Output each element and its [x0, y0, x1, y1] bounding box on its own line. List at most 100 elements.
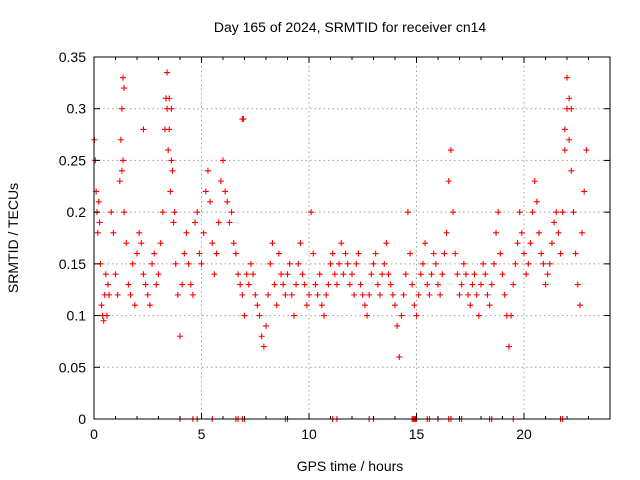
data-point [151, 250, 158, 257]
data-point [383, 240, 390, 247]
data-point [523, 271, 530, 278]
data-point [209, 240, 216, 247]
data-point [167, 188, 174, 195]
data-point [239, 291, 246, 298]
data-point [166, 126, 173, 133]
data-point [250, 271, 257, 278]
data-point [142, 281, 149, 288]
data-point [327, 260, 334, 267]
data-point [144, 291, 151, 298]
data-point [581, 188, 588, 195]
data-point [280, 281, 287, 288]
data-point [368, 271, 375, 278]
data-point [194, 209, 201, 216]
data-point [103, 312, 110, 319]
data-point [424, 281, 431, 288]
data-point [484, 291, 491, 298]
data-point [400, 291, 407, 298]
data-point [192, 219, 199, 226]
data-point [409, 281, 416, 288]
data-point [179, 281, 186, 288]
data-point [471, 271, 478, 278]
data-point [568, 167, 575, 174]
data-point [275, 250, 282, 257]
data-point [245, 281, 252, 288]
data-point [131, 302, 138, 309]
data-point [217, 178, 224, 185]
data-point [467, 302, 474, 309]
data-point [570, 209, 577, 216]
data-point [525, 260, 532, 267]
data-point [564, 74, 570, 81]
data-point [531, 178, 538, 185]
data-point [183, 229, 190, 236]
data-point [516, 209, 523, 216]
data-point [441, 250, 448, 257]
data-point [293, 281, 300, 288]
data-point [439, 271, 446, 278]
data-point [168, 105, 175, 112]
data-point [374, 281, 381, 288]
y-tick-label: 0.05 [59, 359, 86, 375]
data-point [228, 209, 235, 216]
data-point [478, 281, 484, 288]
data-point [344, 260, 351, 267]
data-point [447, 147, 454, 154]
data-point [290, 312, 297, 319]
data-point [166, 95, 173, 102]
data-point [548, 240, 555, 247]
data-point [542, 281, 549, 288]
data-point [213, 250, 220, 257]
data-point [168, 157, 175, 164]
data-point [404, 209, 411, 216]
data-point [370, 260, 377, 267]
data-point [172, 260, 179, 267]
data-point [95, 198, 102, 205]
data-point [398, 312, 405, 319]
data-point [389, 291, 396, 298]
data-point [462, 271, 469, 278]
data-point [308, 209, 315, 216]
data-point [288, 291, 295, 298]
data-point [559, 209, 566, 216]
data-point [415, 291, 422, 298]
data-point [314, 291, 321, 298]
data-point [123, 240, 130, 247]
x-tick-label: 5 [198, 426, 206, 442]
data-point [170, 219, 177, 226]
data-point [488, 281, 495, 288]
data-point [230, 240, 237, 247]
data-point [379, 271, 386, 278]
data-point [120, 74, 127, 81]
data-point [267, 260, 274, 267]
data-point [187, 281, 194, 288]
data-point [402, 271, 409, 278]
data-point [129, 260, 136, 267]
data-point [553, 209, 560, 216]
data-point [114, 291, 121, 298]
data-point [189, 291, 196, 298]
gridlines [94, 57, 610, 419]
data-point [387, 281, 394, 288]
data-point [157, 240, 164, 247]
data-point [480, 260, 487, 267]
data-point [351, 291, 358, 298]
data-point [422, 240, 429, 247]
y-tick-label: 0.3 [67, 101, 87, 117]
data-point [121, 85, 128, 92]
data-point [110, 229, 117, 236]
data-point [177, 333, 183, 340]
data-point [574, 281, 581, 288]
x-axis-label: GPS time / hours [297, 458, 404, 474]
data-point [536, 229, 543, 236]
data-point [514, 240, 521, 247]
data-point [566, 95, 573, 102]
data-point [237, 281, 244, 288]
data-point [171, 209, 178, 216]
data-point [297, 240, 304, 247]
data-point [490, 260, 497, 267]
data-point [331, 271, 338, 278]
data-point [512, 260, 519, 267]
data-point [301, 281, 308, 288]
